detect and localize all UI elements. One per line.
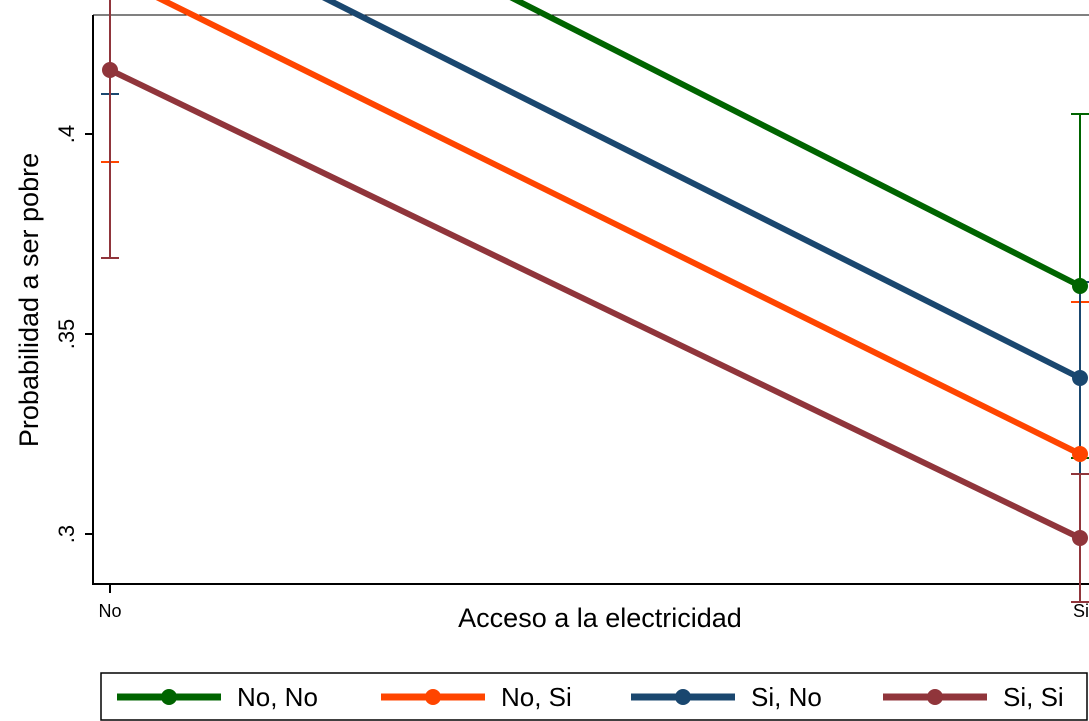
- series-points: [102, 62, 1088, 546]
- y-tick-label: .35: [54, 319, 79, 350]
- y-tick-label: .4: [54, 125, 79, 143]
- series-line: [155, 0, 1082, 457]
- legend-swatch-marker: [675, 689, 691, 705]
- series-line: [108, 67, 1082, 541]
- legend-swatch-marker: [927, 689, 943, 705]
- x-tick-label: Si: [1073, 601, 1089, 621]
- legend-items: No, No No, Si Si, No Si, Si: [117, 682, 1064, 712]
- data-point: [102, 62, 118, 78]
- y-ticks: .3.35.4.45.5.55: [54, 125, 93, 543]
- x-ticks: No Si: [98, 584, 1089, 621]
- legend-swatch-marker: [425, 689, 441, 705]
- series-line: [509, 0, 1082, 289]
- data-point: [1072, 370, 1088, 386]
- legend-box: [100, 672, 1088, 721]
- legend-label: No, No: [237, 682, 318, 712]
- legend: No, No No, Si Si, No Si, Si: [100, 672, 1088, 721]
- series-line: [321, 0, 1082, 381]
- legend-label: No, Si: [501, 682, 572, 712]
- legend-label: Si, Si: [1003, 682, 1064, 712]
- legend-swatch-marker: [161, 689, 177, 705]
- x-axis-label: Acceso a la electricidad: [458, 603, 742, 633]
- y-tick-label: .3: [54, 525, 79, 543]
- data-point: [1072, 278, 1088, 294]
- data-point: [1072, 530, 1088, 546]
- series-lines: [108, 0, 1082, 541]
- legend-label: Si, No: [751, 682, 822, 712]
- x-tick-label: No: [98, 601, 121, 621]
- data-point: [1072, 446, 1088, 462]
- y-axis-label: Probabilidad a ser pobre: [14, 153, 44, 447]
